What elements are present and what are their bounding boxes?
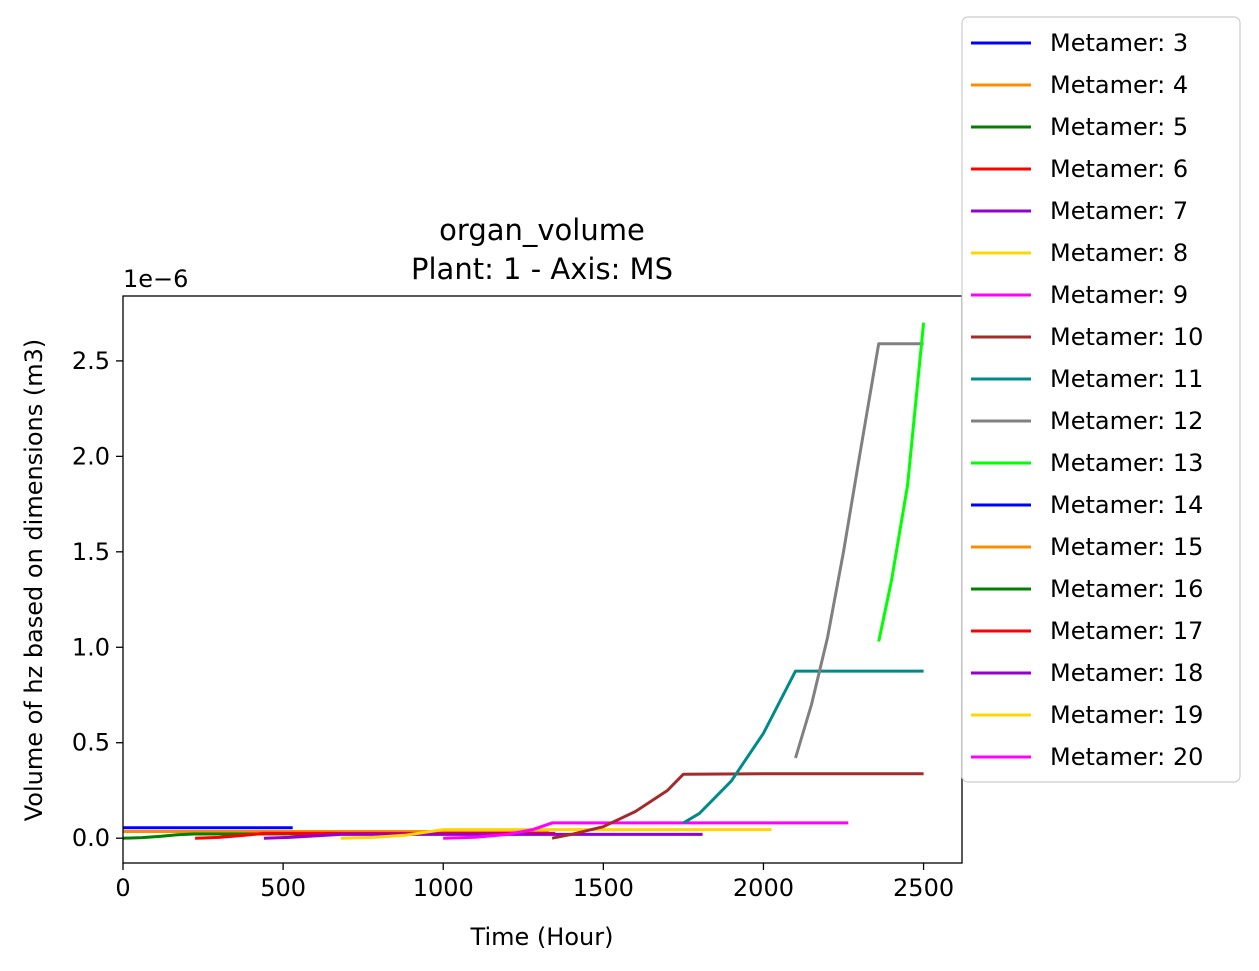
legend-entry-label: Metamer: 16 bbox=[1050, 575, 1203, 603]
series-line-13 bbox=[877, 322, 926, 642]
legend-items: Metamer: 3 Metamer: 4 Metamer: 5 Metamer: 6… bbox=[971, 29, 1203, 771]
y-tick-label: 2.0 bbox=[72, 442, 110, 470]
legend-entry-label: Metamer: 18 bbox=[1050, 659, 1203, 687]
series-layer bbox=[122, 322, 926, 840]
legend-entry-label: Metamer: 6 bbox=[1050, 155, 1188, 183]
legend-entry-label: Metamer: 12 bbox=[1050, 407, 1203, 435]
series-line-10 bbox=[551, 772, 924, 840]
y-tick-label: 2.5 bbox=[72, 347, 110, 375]
x-tick-label: 1000 bbox=[413, 874, 474, 902]
legend-entry-label: Metamer: 19 bbox=[1050, 701, 1203, 729]
y-scale-offset-label: 1e−6 bbox=[123, 265, 188, 293]
series-line-9 bbox=[443, 821, 849, 840]
legend-entry-label: Metamer: 15 bbox=[1050, 533, 1203, 561]
x-tick-label: 1500 bbox=[573, 874, 634, 902]
plot-frame bbox=[122, 295, 963, 864]
chart-title: organ_volume bbox=[439, 213, 645, 247]
series-line-7 bbox=[263, 832, 703, 840]
series-line-12 bbox=[794, 342, 924, 759]
legend-entry-label: Metamer: 14 bbox=[1050, 491, 1203, 519]
legend-entry-label: Metamer: 20 bbox=[1050, 743, 1203, 771]
legend-entry-label: Metamer: 13 bbox=[1050, 449, 1203, 477]
x-axis: 0 500 1000 1500 2000 2500 bbox=[115, 863, 954, 902]
y-axis-label: Volume of hz based on dimensions (m3) bbox=[20, 339, 48, 822]
x-axis-label: Time (Hour) bbox=[470, 923, 614, 951]
y-tick-label: 0.5 bbox=[72, 729, 110, 757]
chart-subtitle: Plant: 1 - Axis: MS bbox=[411, 252, 673, 286]
legend-entry-label: Metamer: 3 bbox=[1050, 29, 1188, 57]
legend-entry-label: Metamer: 17 bbox=[1050, 617, 1203, 645]
series-line-8 bbox=[340, 828, 772, 840]
y-tick-label: 1.0 bbox=[72, 633, 110, 661]
legend-entry-label: Metamer: 7 bbox=[1050, 197, 1188, 225]
legend-entry-label: Metamer: 11 bbox=[1050, 365, 1203, 393]
legend-entry-label: Metamer: 4 bbox=[1050, 71, 1188, 99]
y-tick-label: 1.5 bbox=[72, 538, 110, 566]
legend-entry-label: Metamer: 9 bbox=[1050, 281, 1188, 309]
legend-entry-label: Metamer: 5 bbox=[1050, 113, 1188, 141]
y-axis: 0.0 0.5 1.0 1.5 2.0 2.5 bbox=[72, 347, 123, 852]
legend-entry-label: Metamer: 10 bbox=[1050, 323, 1203, 351]
series-line-11 bbox=[682, 669, 924, 825]
x-tick-label: 0 bbox=[115, 874, 130, 902]
x-tick-label: 500 bbox=[260, 874, 306, 902]
x-tick-label: 2000 bbox=[733, 874, 794, 902]
plot-area bbox=[122, 295, 963, 864]
y-tick-label: 0.0 bbox=[72, 824, 110, 852]
legend-box bbox=[961, 16, 1241, 783]
x-tick-label: 2500 bbox=[893, 874, 954, 902]
legend: Metamer: 3 Metamer: 4 Metamer: 5 Metamer: 6… bbox=[961, 16, 1241, 783]
legend-entry-label: Metamer: 8 bbox=[1050, 239, 1188, 267]
